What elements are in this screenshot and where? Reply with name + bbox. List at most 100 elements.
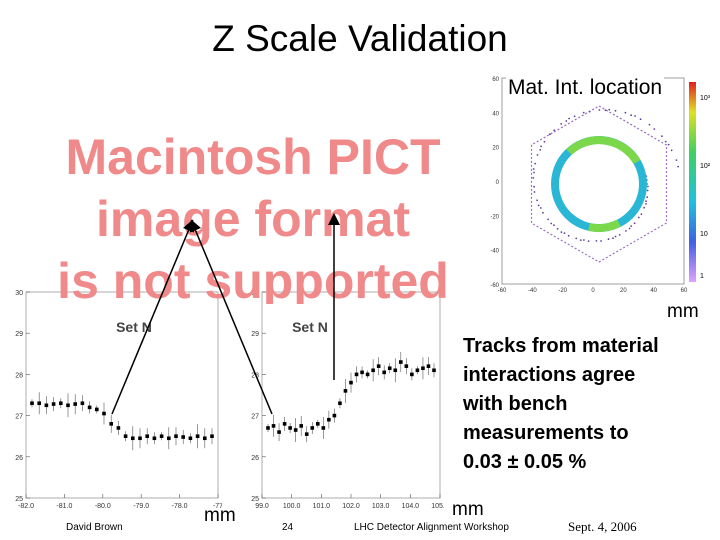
data-point — [404, 364, 409, 368]
data-point — [426, 364, 431, 368]
x-tick-label: -20 — [558, 288, 567, 294]
data-point — [80, 401, 85, 406]
data-point — [288, 426, 292, 430]
scatter-hit — [532, 177, 535, 179]
data-point — [203, 436, 207, 441]
colorbar-tick: 10² — [700, 163, 711, 170]
scatter-hit — [612, 237, 614, 240]
data-point — [210, 434, 214, 438]
scatter-hit — [542, 211, 544, 214]
y-tick-label: 29 — [251, 331, 259, 338]
y-tick-label: 25 — [15, 496, 23, 503]
scatter-hit — [534, 162, 537, 165]
data-point — [159, 434, 164, 438]
data-point — [152, 436, 157, 441]
data-point — [167, 436, 171, 441]
scatter-hit — [536, 199, 538, 202]
scatter-hit — [630, 225, 633, 228]
scatter-hit — [553, 129, 555, 132]
scatter-hit — [563, 232, 566, 235]
x-tick-label: -60 — [498, 288, 507, 294]
data-point — [73, 402, 77, 406]
scatter-hit — [614, 235, 617, 238]
x-tick-label: 103.0 — [372, 503, 390, 508]
scatter-hit — [560, 123, 563, 125]
scatter-hit — [536, 154, 539, 156]
plot-title: Set N — [292, 319, 328, 335]
colorbar-tick: 10³ — [700, 95, 711, 102]
scatter-hit — [533, 185, 535, 188]
y-tick-label: 28 — [251, 372, 259, 379]
data-point — [354, 372, 359, 377]
plot-title: Set N — [116, 319, 152, 335]
data-point — [44, 403, 49, 408]
scatter-hit — [598, 109, 601, 111]
data-point — [415, 368, 420, 373]
y-tick-label: 40 — [492, 111, 499, 117]
x-tick-label: -82.0 — [18, 503, 34, 508]
data-point — [174, 434, 178, 438]
x-tick-label: 99.0 — [255, 503, 269, 508]
scatter-hit — [653, 128, 656, 130]
scatter-hit — [567, 234, 570, 237]
data-point — [365, 372, 370, 377]
pict-unsupported-notice: Macintosh PICT image format is not suppo… — [18, 126, 488, 304]
hexagon-structure — [530, 105, 668, 263]
scatter-hit — [537, 204, 540, 207]
scatter-hit — [646, 189, 649, 192]
footer-page-number: 24 — [282, 522, 294, 533]
x-tick-label: -80.0 — [95, 503, 111, 508]
scatter-hit — [549, 133, 551, 136]
data-point — [51, 402, 56, 406]
scatter-hit — [575, 237, 578, 240]
data-point — [66, 403, 70, 408]
scatter-hit — [607, 238, 610, 241]
data-point — [421, 366, 425, 371]
colorbar — [689, 82, 696, 282]
data-point — [360, 370, 364, 375]
y-tick-label: 25 — [251, 496, 259, 503]
data-point — [116, 426, 121, 430]
scatter-hit — [595, 240, 598, 242]
ring-highlight — [588, 219, 621, 233]
tracks-line: measurements to — [463, 422, 629, 444]
mat-int-location-label: Mat. Int. location — [506, 76, 665, 100]
footer-author: David Brown — [66, 522, 123, 533]
data-point — [266, 426, 270, 430]
data-point — [271, 424, 276, 428]
scatter-hit — [625, 230, 627, 232]
scatter-hit — [539, 207, 542, 209]
scatter-hit — [637, 216, 640, 219]
data-point — [321, 426, 326, 430]
y-tick-label: 0 — [496, 180, 500, 186]
data-point — [123, 434, 128, 438]
scatter-hit — [539, 149, 542, 151]
data-point — [95, 407, 99, 412]
scatter-hit — [560, 231, 563, 234]
x-tick-label: -79.0 — [133, 503, 149, 508]
left-plot-mm-label: mm — [204, 505, 236, 526]
scatter-hit — [565, 120, 568, 122]
y-tick-label: -40 — [490, 249, 499, 255]
scatter-hit — [600, 240, 602, 242]
scatter-hit — [647, 185, 649, 188]
heatmap-mm-label: mm — [667, 301, 699, 322]
scatter-hit — [675, 159, 678, 161]
data-point — [327, 417, 331, 422]
scatter-hit — [677, 165, 679, 168]
data-point — [30, 401, 34, 406]
material-interaction-plot: 60 40 20 0 -20 -40 -60-60 -40 -20 0 20 40 60 10³ 10²… — [490, 77, 711, 294]
x-tick-label: -77 — [213, 503, 222, 508]
scatter-hit — [646, 196, 649, 199]
scatter-hit — [533, 191, 536, 193]
pict-line: image format — [96, 191, 410, 247]
data-point — [387, 366, 392, 371]
data-point — [282, 422, 287, 426]
data-point — [399, 360, 403, 364]
y-tick-label: 60 — [492, 77, 499, 83]
scatter-hit — [573, 115, 576, 118]
scatter-hit — [556, 227, 559, 230]
scatter-hit — [648, 123, 651, 126]
scatter-hit — [664, 140, 667, 143]
scatter-hit — [630, 114, 633, 117]
